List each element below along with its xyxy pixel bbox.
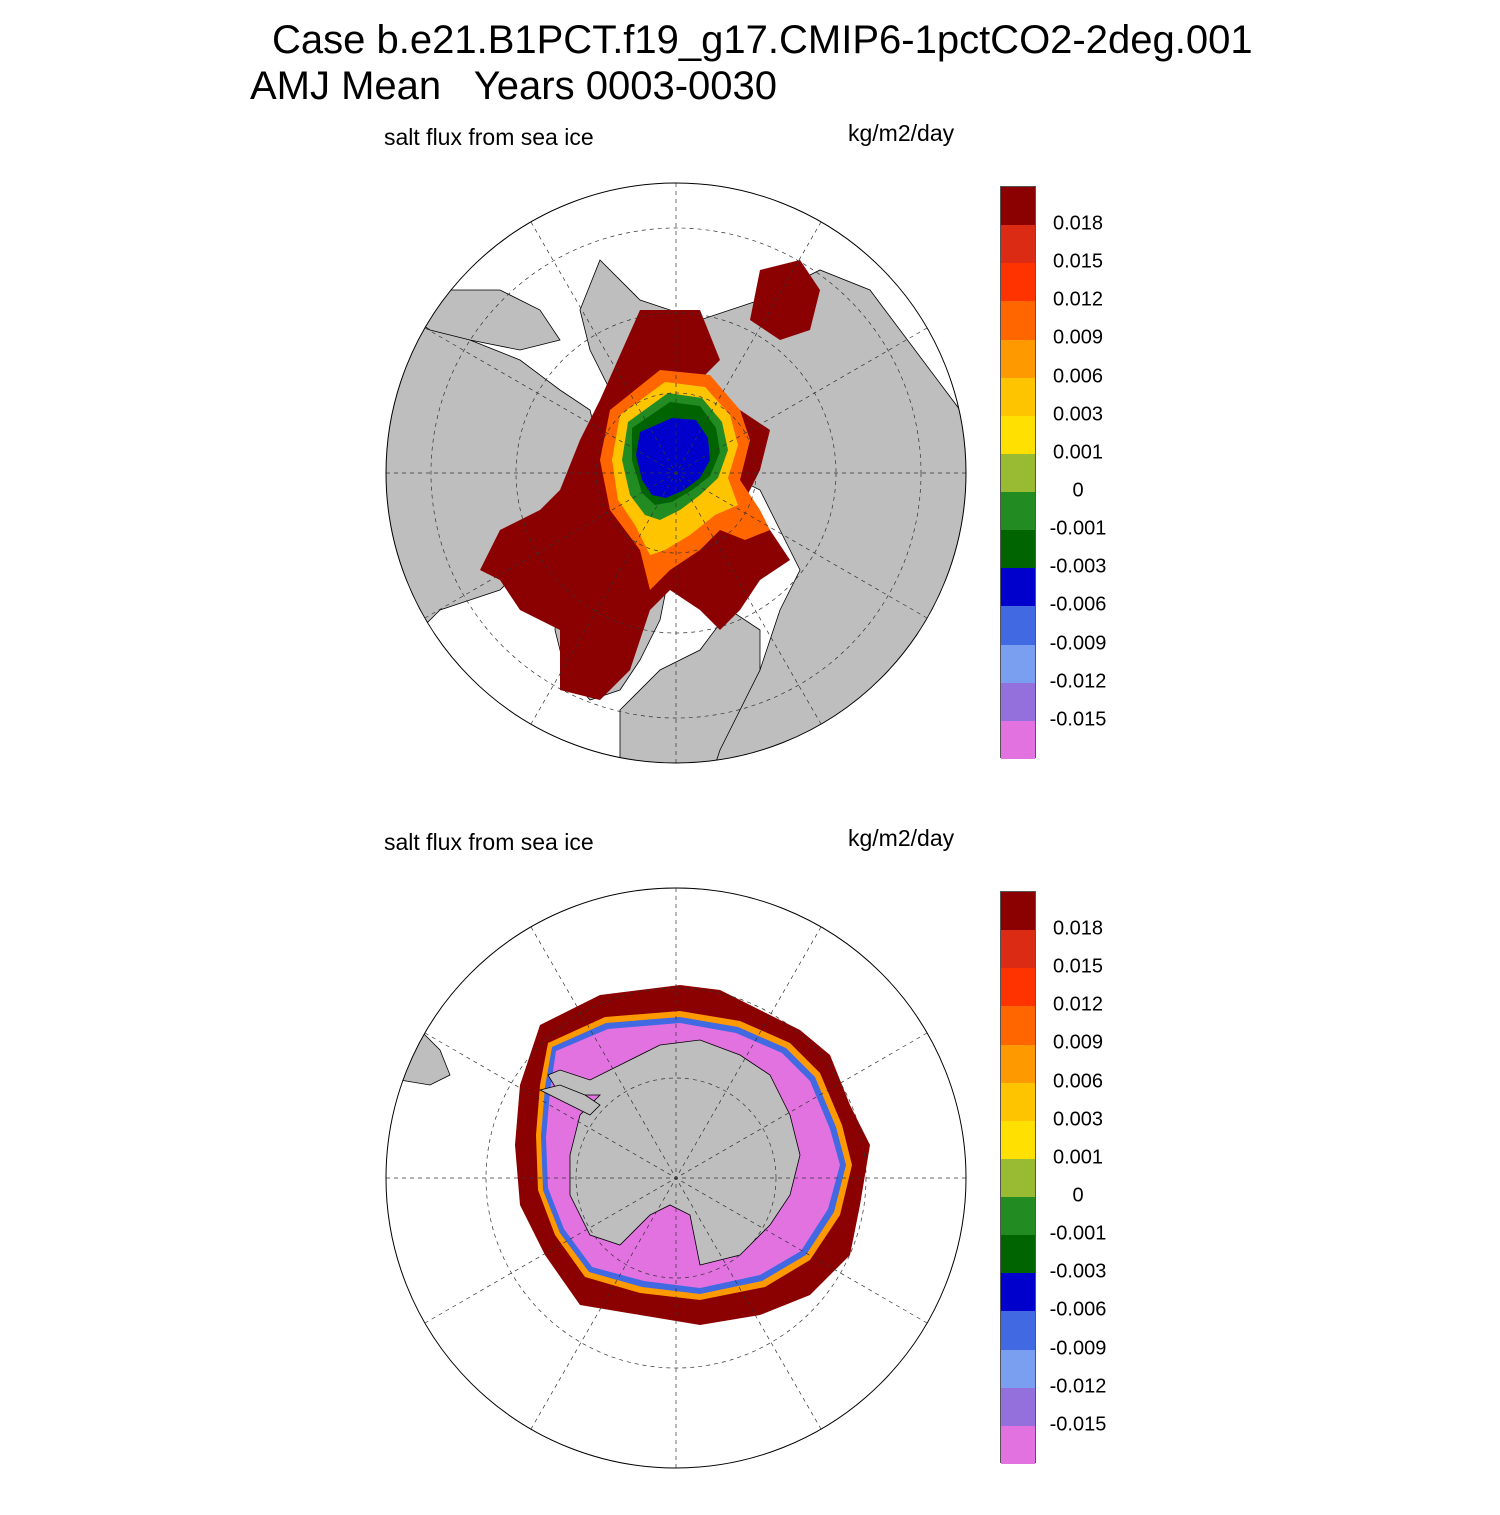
variable-label: salt flux from sea ice bbox=[384, 829, 594, 855]
colorbar-tick-label: 0 bbox=[1072, 479, 1084, 502]
colorbar-tick-label: -0.009 bbox=[1049, 1337, 1107, 1360]
colorbar-tick-label: -0.015 bbox=[1049, 708, 1107, 731]
colorbar-tick-label: -0.001 bbox=[1049, 517, 1107, 540]
colorbar-tick-label: 0.009 bbox=[1052, 326, 1104, 349]
colorbar-tick-label: 0.015 bbox=[1052, 250, 1104, 273]
colorbar-tick-label: -0.012 bbox=[1049, 1375, 1107, 1398]
colorbar-segment bbox=[1001, 1197, 1035, 1236]
colorbar-segment bbox=[1001, 1082, 1035, 1121]
colorbar-tick-label: 0.003 bbox=[1052, 1108, 1104, 1131]
colorbar-tick-label: -0.015 bbox=[1049, 1413, 1107, 1436]
subtitle: AMJ Mean Years 0003-0030 bbox=[250, 64, 778, 108]
arctic-graticule bbox=[386, 183, 966, 763]
colorbar-tick-label: 0 bbox=[1072, 1184, 1084, 1207]
colorbar-segment bbox=[1001, 892, 1035, 931]
antarctic-map-border bbox=[385, 887, 967, 1469]
colorbar-segment bbox=[1001, 720, 1035, 759]
variable-label: salt flux from sea ice bbox=[384, 124, 594, 150]
colorbar-tick-label: 0.001 bbox=[1052, 441, 1104, 464]
colorbar-segment bbox=[1001, 1311, 1035, 1350]
colorbar-tick-label: -0.003 bbox=[1049, 555, 1107, 578]
colorbar-tick-label: 0.001 bbox=[1052, 1146, 1104, 1169]
colorbar-segment bbox=[1001, 453, 1035, 492]
colorbar-segment bbox=[1001, 930, 1035, 969]
arctic-colorbar-labels: 0.018 0.015 0.012 0.009 0.006 0.003 0.00… bbox=[1040, 186, 1120, 758]
colorbar-segment bbox=[1001, 1349, 1035, 1388]
antarctic-colorbar-labels: 0.018 0.015 0.012 0.009 0.006 0.003 0.00… bbox=[1040, 891, 1120, 1463]
colorbar-tick-label: -0.012 bbox=[1049, 670, 1107, 693]
colorbar-segment bbox=[1001, 644, 1035, 683]
antarctic-land-south-america-north bbox=[419, 939, 456, 981]
colorbar-segment bbox=[1001, 377, 1035, 416]
colorbar-segment bbox=[1001, 568, 1035, 607]
colorbar-tick-label: 0.018 bbox=[1052, 212, 1104, 235]
antarctic-land-peninsula bbox=[538, 1084, 601, 1116]
arctic-panel: salt flux from sea ice kg/m2/day bbox=[0, 110, 1500, 810]
colorbar-segment bbox=[1001, 339, 1035, 378]
colorbar-segment bbox=[1001, 492, 1035, 531]
colorbar-segment bbox=[1001, 1044, 1035, 1083]
colorbar-segment bbox=[1001, 1273, 1035, 1312]
colorbar-tick-label: 0.015 bbox=[1052, 955, 1104, 978]
colorbar-tick-label: 0.009 bbox=[1052, 1031, 1104, 1054]
colorbar-tick-label: 0.003 bbox=[1052, 403, 1104, 426]
units-label: kg/m2/day bbox=[848, 825, 955, 851]
antarctic-graticule bbox=[386, 888, 966, 1468]
colorbar-segment bbox=[1001, 1425, 1035, 1464]
antarctic-panel: salt flux from sea ice kg/m2/day bbox=[0, 815, 1500, 1515]
colorbar-tick-label: -0.006 bbox=[1049, 593, 1107, 616]
colorbar-tick-label: -0.006 bbox=[1049, 1298, 1107, 1321]
arctic-land-europe bbox=[619, 609, 761, 763]
colorbar-tick-label: -0.003 bbox=[1049, 1260, 1107, 1283]
colorbar-segment bbox=[1001, 1387, 1035, 1426]
antarctic-colorbar bbox=[1000, 891, 1036, 1464]
colorbar-tick-label: 0.012 bbox=[1052, 288, 1104, 311]
antarctic-map bbox=[385, 887, 967, 1469]
colorbar-segment bbox=[1001, 1158, 1035, 1197]
colorbar-tick-label: 0.012 bbox=[1052, 993, 1104, 1016]
arctic-map-border bbox=[385, 182, 967, 764]
colorbar-segment bbox=[1001, 1120, 1035, 1159]
colorbar-segment bbox=[1001, 968, 1035, 1007]
colorbar-segment bbox=[1001, 606, 1035, 645]
colorbar-segment bbox=[1001, 301, 1035, 340]
colorbar-tick-label: -0.001 bbox=[1049, 1222, 1107, 1245]
colorbar-tick-label: 0.018 bbox=[1052, 917, 1104, 940]
colorbar-segment bbox=[1001, 530, 1035, 569]
colorbar-segment bbox=[1001, 263, 1035, 302]
colorbar-tick-label: -0.009 bbox=[1049, 632, 1107, 655]
arctic-flux-positive-box-siberia bbox=[750, 260, 820, 340]
arctic-colorbar bbox=[1000, 186, 1036, 759]
colorbar-tick-label: 0.006 bbox=[1052, 365, 1104, 388]
arctic-flux-blue-center bbox=[636, 418, 710, 498]
colorbar-segment bbox=[1001, 1006, 1035, 1045]
units-label: kg/m2/day bbox=[848, 120, 955, 146]
colorbar-tick-label: 0.006 bbox=[1052, 1070, 1104, 1093]
colorbar-segment bbox=[1001, 682, 1035, 721]
colorbar-segment bbox=[1001, 415, 1035, 454]
main-title: Case b.e21.B1PCT.f19_g17.CMIP6-1pctCO2-2… bbox=[272, 18, 1253, 62]
arctic-map bbox=[385, 182, 967, 764]
colorbar-segment bbox=[1001, 1235, 1035, 1274]
colorbar-segment bbox=[1001, 225, 1035, 264]
colorbar-segment bbox=[1001, 187, 1035, 226]
